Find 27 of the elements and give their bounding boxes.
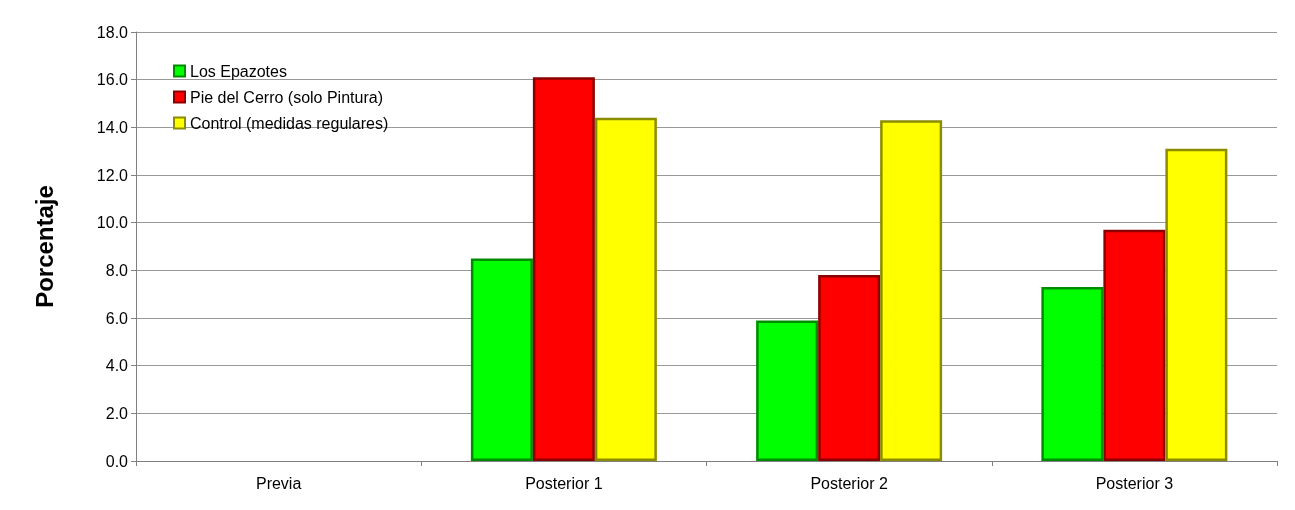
- y-tick-label: 10.0: [96, 214, 129, 232]
- bar: [1103, 229, 1166, 461]
- x-tick-label: Previa: [255, 474, 302, 492]
- y-tick-label: 4.0: [105, 357, 129, 375]
- y-tick-label: 8.0: [105, 261, 129, 279]
- bar: [1165, 148, 1228, 461]
- x-tick-label: Posterior 3: [1095, 474, 1174, 492]
- legend-label: Pie del Cerro (solo Pintura): [190, 88, 383, 106]
- bar: [532, 77, 595, 461]
- x-tick-label: Posterior 2: [810, 474, 888, 492]
- legend-label: Control (medidas regulares): [190, 114, 389, 132]
- bar: [1041, 287, 1104, 461]
- bar: [470, 258, 533, 461]
- x-tick-label: Posterior 1: [525, 474, 603, 492]
- bar: [594, 117, 657, 461]
- y-tick-label: 18.0: [96, 23, 129, 41]
- y-tick-label: 2.0: [105, 404, 129, 422]
- bar: [756, 320, 819, 461]
- y-tick-label: 12.0: [96, 166, 129, 184]
- legend-label: Los Epazotes: [190, 62, 287, 80]
- y-tick-label: 6.0: [105, 309, 129, 327]
- bar: [880, 120, 943, 461]
- y-tick-label: 14.0: [96, 118, 129, 136]
- y-tick-label: 16.0: [96, 71, 129, 89]
- y-axis-title: Porcentaje: [30, 185, 58, 308]
- bar: [818, 275, 881, 461]
- y-tick-label: 0.0: [105, 452, 129, 470]
